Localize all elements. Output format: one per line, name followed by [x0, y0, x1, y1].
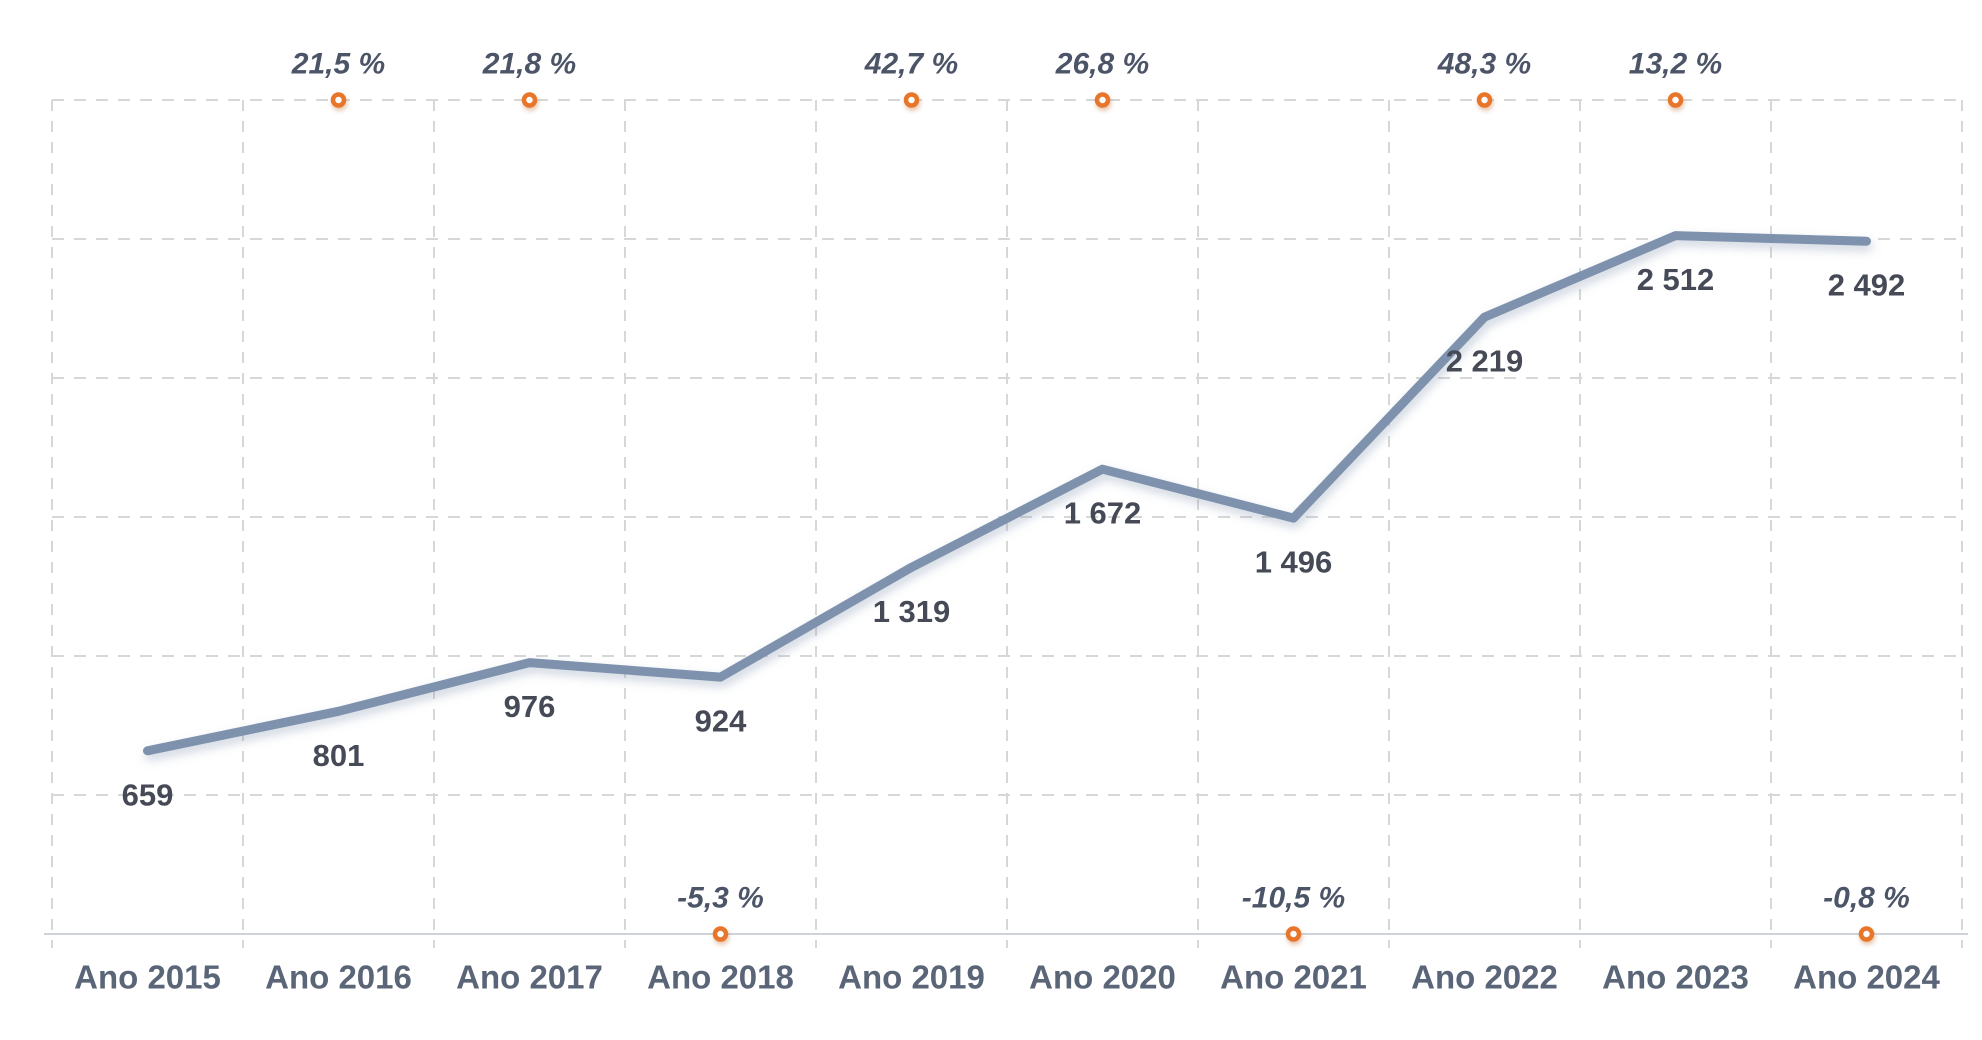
value-series-line [143, 231, 1871, 756]
value-label: 1 672 [1064, 496, 1142, 531]
value-label: 924 [695, 704, 747, 739]
value-label: 2 492 [1828, 268, 1906, 303]
x-axis-label: Ano 2020 [1029, 959, 1176, 996]
value-label: 2 219 [1446, 344, 1524, 379]
growth-label: 21,8 % [482, 48, 576, 81]
growth-marker [1285, 926, 1302, 942]
growth-label: -0,8 % [1823, 882, 1910, 915]
growth-label: 21,5 % [291, 48, 385, 81]
growth-marker [712, 926, 729, 942]
growth-label: 26,8 % [1055, 48, 1149, 81]
x-axis-label: Ano 2018 [647, 959, 794, 996]
x-axis-label: Ano 2023 [1602, 959, 1749, 996]
x-axis-label: Ano 2017 [456, 959, 603, 996]
value-label: 659 [122, 777, 174, 812]
x-axis-label: Ano 2019 [838, 959, 985, 996]
x-axis-label: Ano 2015 [74, 959, 221, 996]
growth-marker [1858, 926, 1875, 942]
growth-label: -5,3 % [677, 882, 764, 915]
value-label: 1 319 [873, 594, 951, 629]
growth-marker [1094, 92, 1111, 108]
growth-marker [903, 92, 920, 108]
x-axis-label: Ano 2016 [265, 959, 412, 996]
x-axis-label: Ano 2022 [1411, 959, 1558, 996]
value-label: 976 [504, 689, 556, 724]
value-label: 1 496 [1255, 545, 1333, 580]
value-label: 2 512 [1637, 262, 1715, 297]
growth-marker [1667, 92, 1684, 108]
growth-label: -10,5 % [1242, 882, 1345, 915]
growth-label: 48,3 % [1437, 48, 1531, 81]
value-label: 801 [313, 738, 365, 773]
x-axis-label: Ano 2021 [1220, 959, 1367, 996]
growth-marker [521, 92, 538, 108]
growth-marker [330, 92, 347, 108]
growth-label: 42,7 % [864, 48, 958, 81]
growth-label: 13,2 % [1629, 48, 1722, 81]
x-axis-label: Ano 2024 [1793, 959, 1940, 996]
growth-marker [1476, 92, 1493, 108]
